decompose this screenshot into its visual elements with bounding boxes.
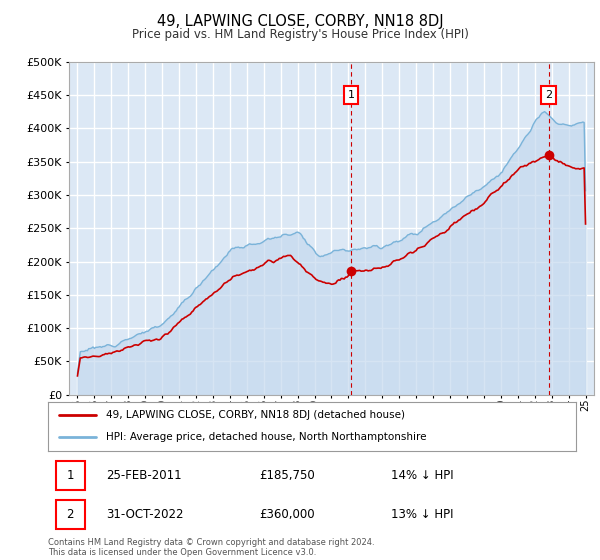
FancyBboxPatch shape xyxy=(56,461,85,491)
Text: 49, LAPWING CLOSE, CORBY, NN18 8DJ: 49, LAPWING CLOSE, CORBY, NN18 8DJ xyxy=(157,14,443,29)
FancyBboxPatch shape xyxy=(56,501,85,530)
Text: 14% ↓ HPI: 14% ↓ HPI xyxy=(391,469,454,482)
Text: £185,750: £185,750 xyxy=(259,469,315,482)
Text: 1: 1 xyxy=(67,469,74,482)
Text: 2: 2 xyxy=(67,508,74,521)
Text: HPI: Average price, detached house, North Northamptonshire: HPI: Average price, detached house, Nort… xyxy=(106,432,427,442)
Text: 13% ↓ HPI: 13% ↓ HPI xyxy=(391,508,454,521)
Text: 25-FEB-2011: 25-FEB-2011 xyxy=(106,469,182,482)
Text: 49, LAPWING CLOSE, CORBY, NN18 8DJ (detached house): 49, LAPWING CLOSE, CORBY, NN18 8DJ (deta… xyxy=(106,410,405,421)
Text: Price paid vs. HM Land Registry's House Price Index (HPI): Price paid vs. HM Land Registry's House … xyxy=(131,28,469,41)
Text: 2: 2 xyxy=(545,90,553,100)
Text: Contains HM Land Registry data © Crown copyright and database right 2024.
This d: Contains HM Land Registry data © Crown c… xyxy=(48,538,374,557)
Text: £360,000: £360,000 xyxy=(259,508,315,521)
Text: 1: 1 xyxy=(347,90,355,100)
Text: 31-OCT-2022: 31-OCT-2022 xyxy=(106,508,184,521)
